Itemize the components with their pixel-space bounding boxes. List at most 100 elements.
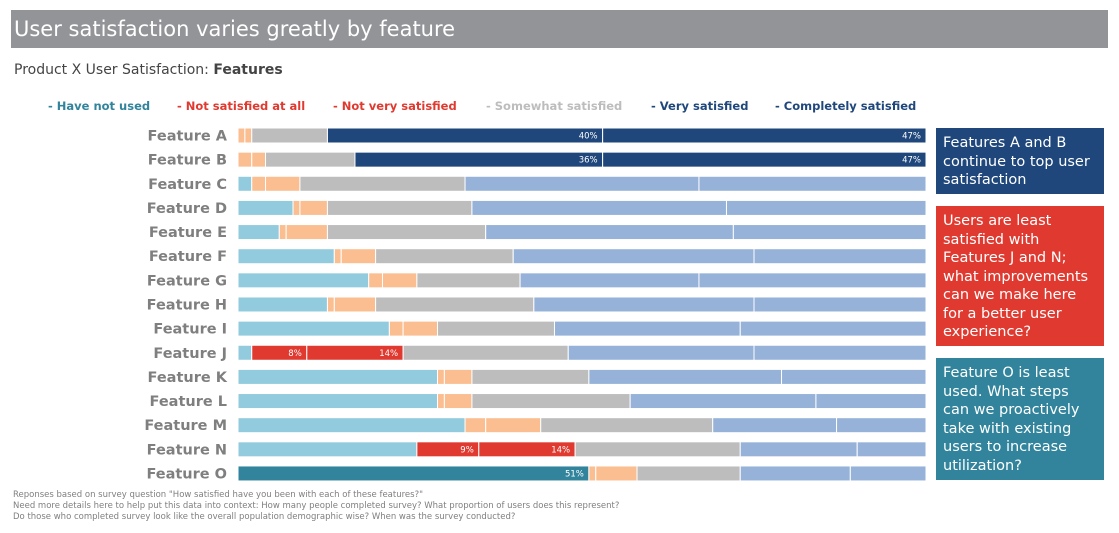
- bar-feature-l-not-satisfied-at-all: [437, 393, 445, 410]
- legend-completely-satisfied: - Completely satisfied: [775, 99, 917, 113]
- data-label-feature-j-not-satisfied-at-all: 8%: [288, 349, 302, 359]
- legend-not-very-satisfied: - Not very satisfied: [333, 99, 457, 113]
- bar-feature-i-completely-satisfied: [739, 320, 927, 337]
- category-label-feature-k: Feature K: [148, 370, 228, 386]
- bar-feature-d-not-satisfied-at-all: [292, 199, 301, 216]
- bar-feature-m-have-not-used: [237, 417, 466, 434]
- bar-feature-c-have-not-used: [237, 175, 253, 192]
- bar-feature-h-have-not-used: [237, 296, 328, 313]
- data-label-feature-b-very-satisfied: 36%: [579, 156, 598, 166]
- bar-feature-f-very-satisfied: [512, 248, 755, 265]
- bar-feature-a-very-satisfied: [326, 127, 604, 144]
- bar-feature-a-not-very-satisfied: [244, 127, 253, 144]
- bar-feature-i-somewhat-satisfied: [437, 320, 555, 337]
- bar-feature-e-not-satisfied-at-all: [278, 224, 287, 241]
- bar-feature-i-not-satisfied-at-all: [388, 320, 404, 337]
- bar-feature-o-not-very-satisfied: [595, 465, 638, 482]
- bar-feature-c-somewhat-satisfied: [299, 175, 466, 192]
- bar-feature-d-completely-satisfied: [725, 199, 927, 216]
- bar-feature-c-not-satisfied-at-all: [251, 175, 267, 192]
- bar-feature-g-very-satisfied: [519, 272, 700, 289]
- data-label-feature-a-completely-satisfied: 47%: [902, 132, 921, 142]
- bar-feature-b-not-satisfied-at-all: [237, 151, 253, 168]
- category-label-feature-j: Feature J: [153, 346, 227, 362]
- bar-feature-i-have-not-used: [237, 320, 390, 337]
- legend-not-satisfied-at-all: - Not satisfied at all: [177, 99, 306, 113]
- category-label-feature-f: Feature F: [149, 249, 227, 265]
- data-label-feature-o-have-not-used: 51%: [565, 469, 584, 479]
- category-label-feature-b: Feature B: [148, 153, 227, 169]
- bar-feature-m-not-very-satisfied: [485, 417, 542, 434]
- bar-feature-d-very-satisfied: [471, 199, 727, 216]
- bar-feature-o-not-satisfied-at-all: [588, 465, 597, 482]
- bar-feature-m-completely-satisfied: [836, 417, 927, 434]
- bar-feature-f-have-not-used: [237, 248, 335, 265]
- bar-feature-o-completely-satisfied: [849, 465, 927, 482]
- subtitle-prefix: Product X User Satisfaction:: [14, 62, 214, 78]
- bar-feature-m-somewhat-satisfied: [540, 417, 714, 434]
- bar-feature-b-very-satisfied: [354, 151, 604, 168]
- bar-feature-o-have-not-used: [237, 465, 590, 482]
- category-label-feature-i: Feature I: [153, 322, 227, 338]
- bar-feature-a-somewhat-satisfied: [251, 127, 328, 144]
- bar-feature-k-somewhat-satisfied: [471, 368, 590, 385]
- bar-feature-d-have-not-used: [237, 199, 294, 216]
- bar-feature-f-completely-satisfied: [753, 248, 927, 265]
- bar-feature-j-completely-satisfied: [753, 344, 927, 361]
- bar-feature-k-not-very-satisfied: [443, 368, 473, 385]
- bar-feature-f-not-very-satisfied: [340, 248, 377, 265]
- bar-feature-m-very-satisfied: [712, 417, 838, 434]
- bar-feature-d-not-very-satisfied: [299, 199, 328, 216]
- bar-feature-c-completely-satisfied: [698, 175, 927, 192]
- category-label-feature-e: Feature E: [149, 225, 227, 241]
- bar-feature-h-not-satisfied-at-all: [326, 296, 335, 313]
- bar-feature-j-somewhat-satisfied: [402, 344, 569, 361]
- bar-feature-j-have-not-used: [237, 344, 253, 361]
- subtitle-bold: Features: [213, 62, 283, 78]
- data-label-feature-n-not-very-satisfied: 14%: [551, 445, 570, 455]
- data-label-feature-b-completely-satisfied: 47%: [902, 156, 921, 166]
- legend-very-satisfied: - Very satisfied: [651, 99, 749, 113]
- bar-feature-e-have-not-used: [237, 224, 280, 241]
- footnote-line-3: Do those who completed survey look like …: [13, 512, 516, 522]
- category-label-feature-c: Feature C: [148, 177, 227, 193]
- callout-top-features: Features A and B continue to top user sa…: [936, 128, 1104, 194]
- legend-have-not-used: - Have not used: [48, 99, 151, 113]
- category-label-feature-m: Feature M: [144, 418, 227, 434]
- bar-feature-h-somewhat-satisfied: [375, 296, 535, 313]
- footnote-line-2: Need more details here to help put this …: [13, 501, 620, 511]
- stacked-bar-chart: Feature A 40% 47% Feature B 36% 47% Feature C F…: [144, 127, 927, 482]
- bar-feature-d-somewhat-satisfied: [326, 199, 473, 216]
- data-label-feature-a-very-satisfied: 40%: [579, 132, 598, 142]
- bar-feature-f-somewhat-satisfied: [375, 248, 514, 265]
- chart-subtitle: Product X User Satisfaction: Features: [14, 62, 283, 78]
- bar-feature-n-completely-satisfied: [856, 441, 927, 458]
- footnote-line-1: Reponses based on survey question "How s…: [13, 490, 423, 500]
- bar-feature-c-very-satisfied: [464, 175, 700, 192]
- footnote: Reponses based on survey question "How s…: [13, 490, 619, 523]
- bar-feature-k-completely-satisfied: [781, 368, 927, 385]
- data-label-feature-j-not-very-satisfied: 14%: [379, 349, 398, 359]
- bar-feature-b-somewhat-satisfied: [265, 151, 356, 168]
- bar-feature-k-have-not-used: [237, 368, 439, 385]
- category-label-feature-n: Feature N: [147, 442, 227, 458]
- callout-least-used: Feature O is least used. What steps can …: [936, 358, 1104, 480]
- bar-feature-a-not-satisfied-at-all: [237, 127, 246, 144]
- bar-feature-b-completely-satisfied: [602, 151, 927, 168]
- bar-feature-l-not-very-satisfied: [443, 393, 473, 410]
- bar-feature-o-very-satisfied: [739, 465, 851, 482]
- bar-feature-o-somewhat-satisfied: [636, 465, 741, 482]
- bar-feature-a-completely-satisfied: [602, 127, 927, 144]
- bar-feature-i-very-satisfied: [553, 320, 741, 337]
- bar-feature-e-completely-satisfied: [732, 224, 927, 241]
- banner-title: User satisfaction varies greatly by feat…: [14, 17, 456, 41]
- bar-feature-n-somewhat-satisfied: [574, 441, 741, 458]
- category-label-feature-a: Feature A: [148, 129, 228, 145]
- bar-feature-n-have-not-used: [237, 441, 418, 458]
- data-label-feature-n-not-satisfied-at-all: 9%: [460, 445, 474, 455]
- bar-feature-k-not-satisfied-at-all: [437, 368, 445, 385]
- category-label-feature-d: Feature D: [147, 201, 227, 217]
- bar-feature-l-have-not-used: [237, 393, 439, 410]
- bar-feature-l-completely-satisfied: [815, 393, 927, 410]
- category-label-feature-h: Feature H: [147, 297, 227, 313]
